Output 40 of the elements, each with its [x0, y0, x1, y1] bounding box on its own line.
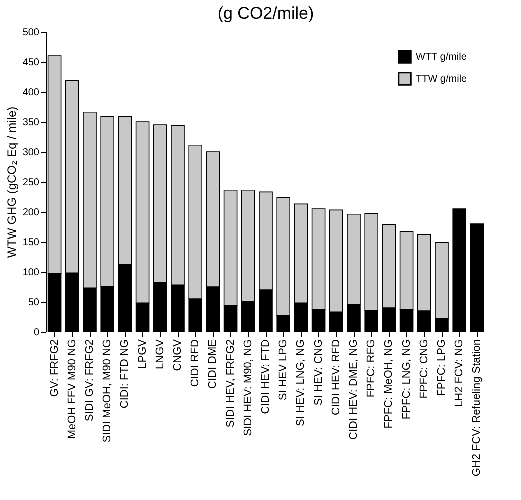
- x-tick-label: SIDI GV: FRFG2: [84, 340, 96, 422]
- y-tick-label: 250: [22, 178, 40, 188]
- x-tick-label: CIDI HEV: FTD: [260, 339, 272, 414]
- y-tick-label: 500: [22, 28, 40, 38]
- x-tick-label: CIDI HEV: DME, NG: [348, 340, 360, 440]
- x-tick-label: MeOH FFV M90 NG: [66, 340, 78, 440]
- legend-label: TTW g/mile: [416, 74, 468, 85]
- x-tick-label: CIDI: FTD NG: [119, 340, 132, 409]
- x-tick-label: FPFC: LNG, NG: [400, 340, 413, 420]
- x-tick-label: FPFC: LPG: [436, 340, 448, 396]
- x-tick-label: CIDI HEV: RFD: [330, 339, 342, 416]
- x-tick-label: SIDI HEV: M90, NG: [242, 340, 254, 436]
- x-tick-label: FPFC: RFG: [366, 340, 378, 398]
- x-tick-label: SIDI MeOH, M90 NG: [102, 340, 114, 443]
- x-tick-label: GV: FRFG2: [48, 340, 61, 398]
- y-tick-label: 50: [28, 298, 40, 308]
- x-tick-label: CNGV: [172, 338, 184, 372]
- x-tick-label: LPGV: [136, 338, 149, 369]
- y-tick-label: 100: [22, 268, 40, 278]
- x-tick-label: SI HEV: CNG: [312, 340, 325, 406]
- x-tick-label: FPFC: CNG: [418, 340, 430, 399]
- y-tick-label: 150: [22, 238, 40, 248]
- x-tick-label: CIDI DME: [207, 340, 220, 389]
- x-tick-label: FPFC: MeOH, NG: [383, 340, 396, 429]
- y-tick-label: 0: [34, 328, 40, 338]
- y-tick-label: 400: [22, 88, 40, 98]
- y-tick-label: 450: [22, 58, 40, 68]
- y-axis-title: WTW GHG (gCO₂ Eq / mile): [4, 106, 19, 258]
- x-tick-label: SI HEV LPG: [278, 340, 290, 401]
- y-tick-label: 300: [22, 148, 40, 158]
- x-tick-label: LNGV: [154, 338, 166, 370]
- x-tick-label: LH2 FCV: NG: [454, 340, 466, 407]
- x-tick-label: SIDI HEV, FRFG2: [224, 340, 237, 428]
- y-tick-label: 350: [22, 118, 40, 128]
- x-tick-label: CIDI RFD: [190, 339, 202, 388]
- legend-label: WTT g/mile: [416, 52, 468, 63]
- y-tick-label: 200: [22, 208, 40, 218]
- chart-title: (g CO2/mile): [218, 4, 314, 23]
- x-tick-label: GH2 FCV: Refueling Station: [471, 340, 484, 477]
- x-tick-label: SI HEV: LNG, NG: [295, 340, 308, 427]
